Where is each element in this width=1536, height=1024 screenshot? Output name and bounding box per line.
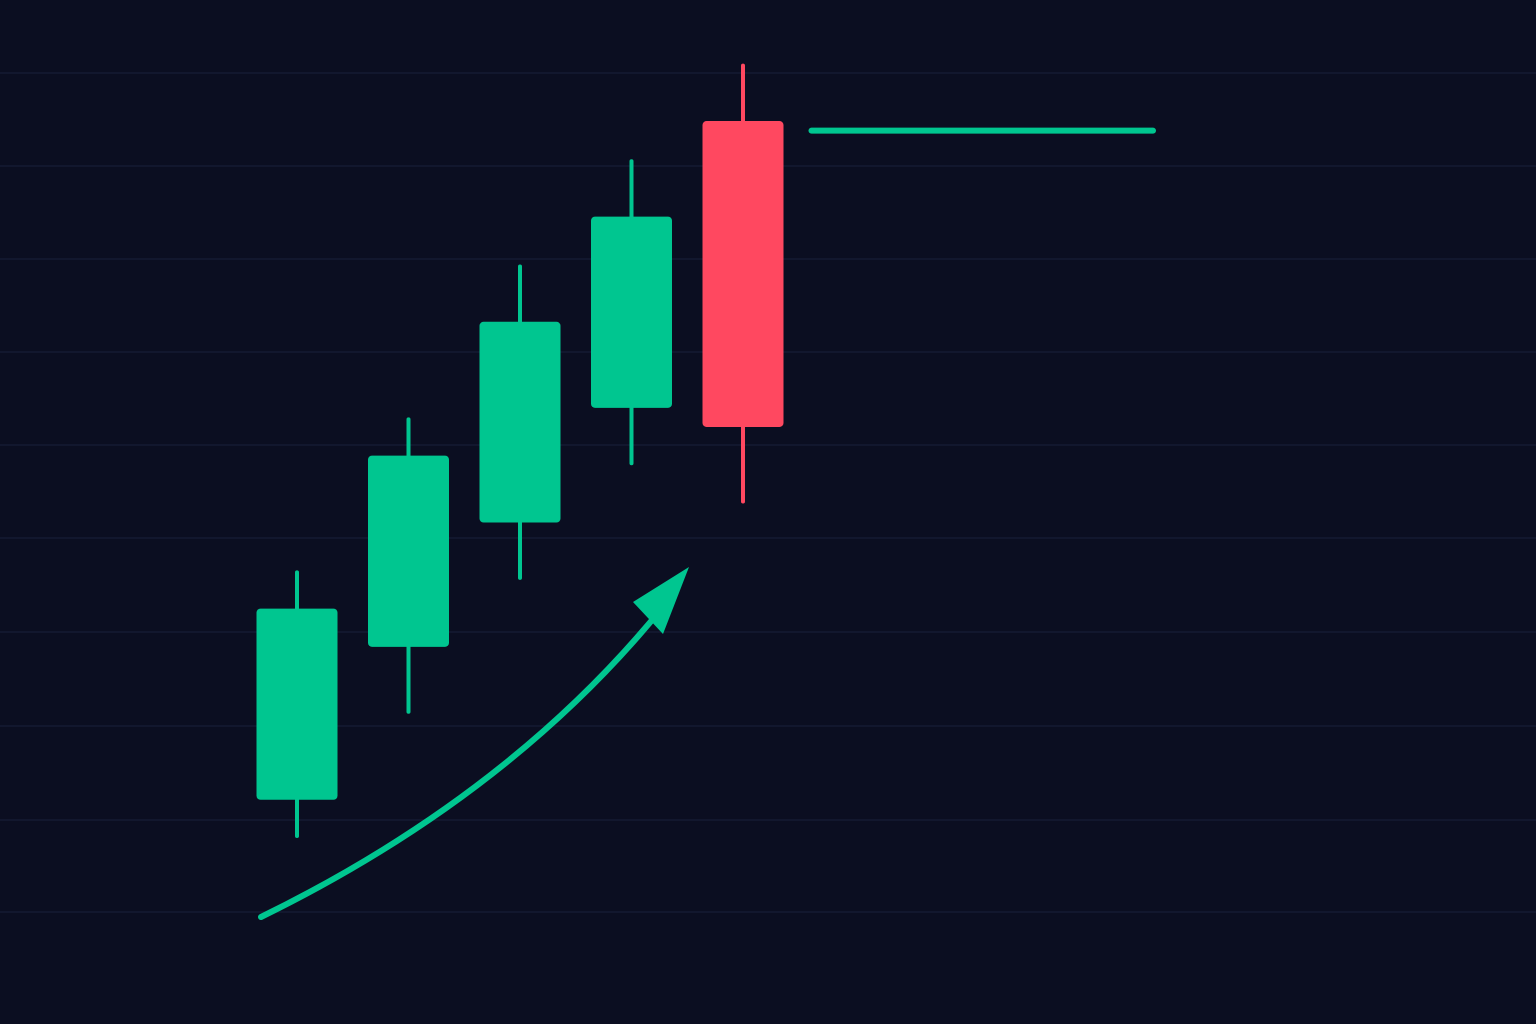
candle (591, 159, 672, 466)
candle-body (702, 121, 784, 427)
candle (702, 63, 784, 504)
candle-body (479, 321, 561, 523)
candle (256, 570, 338, 839)
trend-arrow-shaft (258, 605, 665, 920)
candle (368, 417, 449, 714)
candles (256, 63, 784, 839)
candle-body (591, 216, 672, 408)
candle-body (256, 608, 338, 800)
trend-arrow-head-icon (633, 567, 689, 634)
annotations (258, 127, 1156, 920)
grid-lines (0, 72, 1536, 913)
candle (479, 264, 561, 580)
candle-body (368, 455, 449, 647)
